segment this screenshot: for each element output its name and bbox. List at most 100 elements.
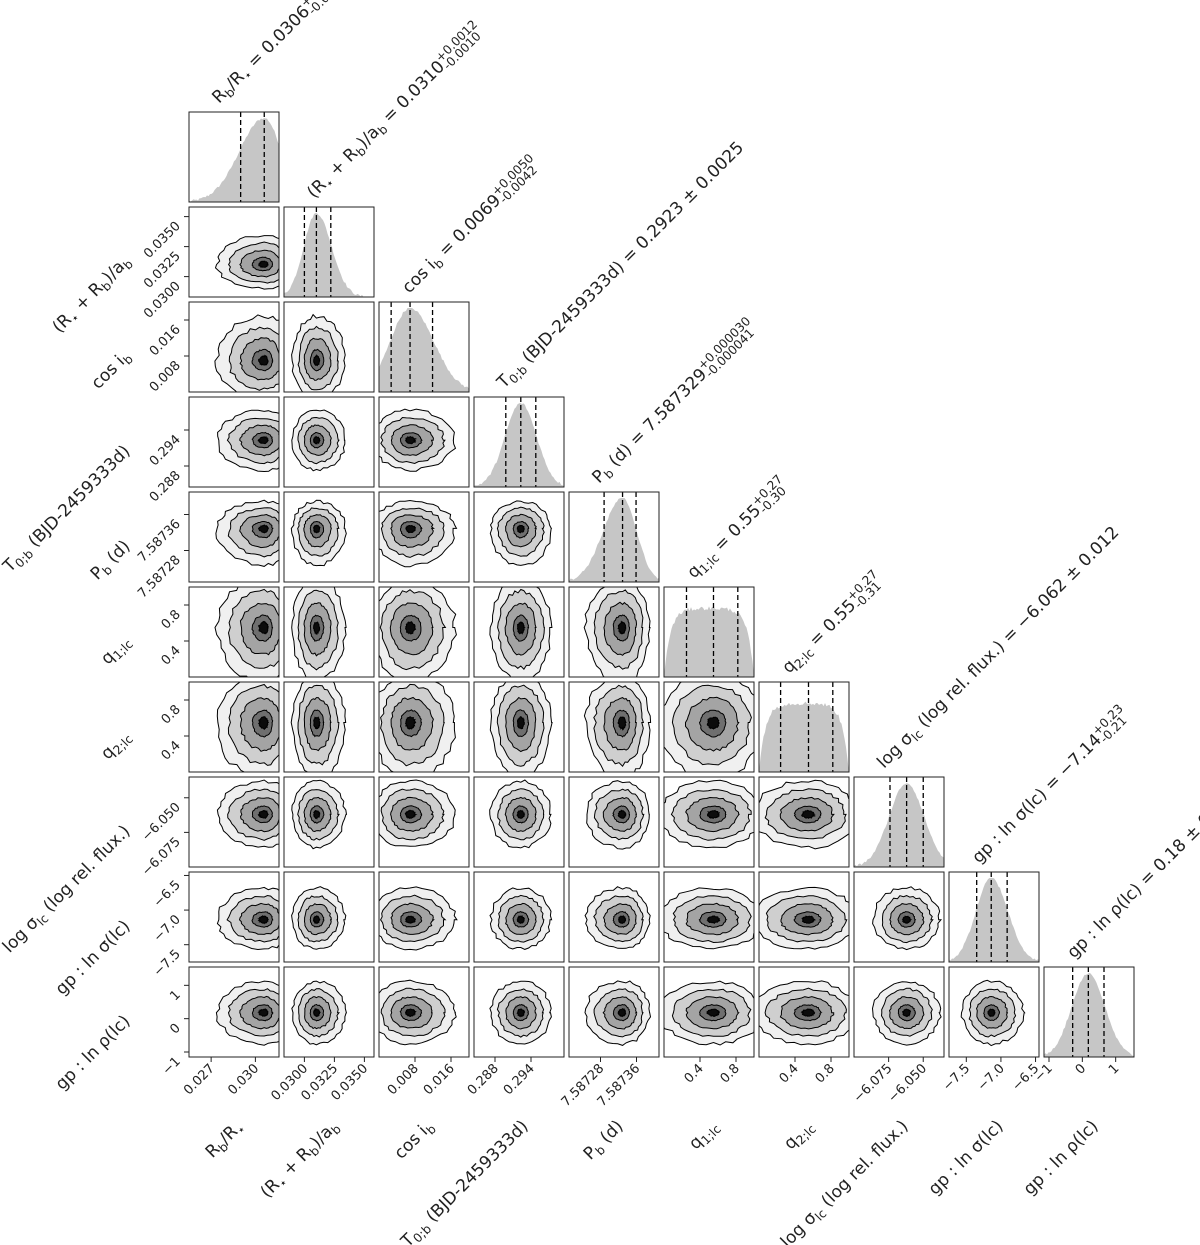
- contour-level-4: [405, 524, 417, 534]
- x-tick-label: 0.016: [421, 1061, 458, 1098]
- joint-panel-8-5: [663, 871, 755, 963]
- panel-frame: [948, 871, 1040, 963]
- marginal-title-4: Pb (d) = 7.587329+0.000030-0.000041: [586, 314, 761, 489]
- panel-frame: [378, 396, 470, 488]
- contour-level-4: [617, 716, 628, 732]
- contour-level-4: [404, 716, 417, 730]
- contour-level-4: [617, 620, 627, 635]
- panel-frame: [188, 776, 280, 868]
- joint-panel-4-0: [188, 491, 280, 583]
- marginal-panel-0: [188, 111, 280, 203]
- panel-frame: [473, 871, 565, 963]
- y-tick-label: 1: [167, 988, 183, 1004]
- joint-panel-5-1: [283, 586, 375, 678]
- x-tick-label: −7.5: [940, 1061, 973, 1094]
- marginal-title-5: q1;lc = 0.55+0.27-0.30: [681, 472, 793, 584]
- joint-panel-8-6: [758, 871, 850, 963]
- panel-frame: [378, 491, 470, 583]
- panel-frame: [378, 301, 470, 393]
- joint-panel-9-6: [758, 966, 850, 1058]
- contour-level-4: [312, 621, 321, 636]
- joint-panel-5-0: [188, 586, 280, 678]
- panel-frame: [568, 871, 660, 963]
- contour-level-4: [312, 915, 321, 924]
- joint-panel-7-5: [663, 776, 755, 868]
- panel-frame: [473, 586, 565, 678]
- panel-frame: [473, 966, 565, 1058]
- marginal-title-8: gp : ln σ(lc) = −7.14+0.23-0.21: [966, 702, 1133, 869]
- panel-frame: [283, 301, 375, 393]
- marginal-panel-2: [378, 301, 470, 393]
- panel-frame: [188, 871, 280, 963]
- contour-level-4: [706, 716, 720, 730]
- joint-panel-5-4: [568, 586, 660, 678]
- x-axis-label-8: gp : ln σ(lc): [925, 1116, 1008, 1199]
- histogram-6: [759, 701, 849, 772]
- marginal-panel-4: [568, 491, 660, 583]
- y-tick-label: 0.288: [147, 468, 184, 505]
- y-tick-label: −7.0: [151, 912, 184, 945]
- y-tick-label: 0.016: [147, 322, 184, 359]
- y-tick-label: −7.5: [151, 947, 184, 980]
- contour-level-4: [617, 809, 627, 820]
- contour-level-4: [516, 809, 526, 819]
- panel-frame: [283, 871, 375, 963]
- contour-level-4: [706, 1008, 721, 1017]
- contour-level-4: [313, 716, 321, 730]
- x-tick-label: −7.0: [975, 1061, 1008, 1094]
- contour-level-4: [405, 621, 417, 635]
- panel-frame: [568, 966, 660, 1058]
- panel-frame: [853, 871, 945, 963]
- joint-panel-3-1: [283, 396, 375, 488]
- panel-frame: [378, 966, 470, 1058]
- histogram-5: [664, 606, 754, 677]
- panel-frame: [853, 966, 945, 1058]
- panel-frame: [188, 681, 280, 773]
- marginal-title-0: Rb/R⋆ = 0.0306+0.0011-0.0016: [206, 0, 353, 109]
- panel-frame: [283, 681, 375, 773]
- panel-frame: [188, 206, 280, 298]
- joint-panel-7-1: [283, 776, 375, 868]
- joint-panel-5-3: [473, 586, 565, 678]
- joint-panel-2-1: [283, 301, 375, 393]
- y-axis-label-2: cos ib: [88, 346, 137, 395]
- joint-panel-3-0: [188, 396, 280, 488]
- contour-level-4: [312, 435, 321, 445]
- y-tick-label: −6.050: [139, 800, 184, 845]
- marginal-panel-5: [663, 586, 755, 678]
- panel-frame: [758, 681, 850, 773]
- joint-panel-6-0: [188, 681, 280, 773]
- contour-level-4: [404, 435, 417, 445]
- contour-level-4: [902, 1008, 912, 1018]
- contour-level-4: [516, 524, 526, 534]
- contour-level-4: [312, 809, 321, 820]
- x-tick-label: 0.4: [777, 1061, 802, 1086]
- contour-level-4: [801, 915, 817, 924]
- x-tick-label: 0.294: [501, 1061, 538, 1098]
- contour-level-4: [313, 1007, 322, 1018]
- contour-level-4: [257, 1008, 269, 1018]
- marginal-panel-7: [853, 776, 945, 868]
- x-tick-label: 0.030: [225, 1061, 262, 1098]
- panel-frame: [378, 871, 470, 963]
- joint-panel-5-2: [378, 586, 470, 678]
- y-axis-label-9: gp : ln ρ(lc): [52, 1011, 135, 1094]
- panel-frame: [283, 396, 375, 488]
- panel-frame: [188, 966, 280, 1058]
- joint-panel-8-4: [568, 871, 660, 963]
- panel-frame: [758, 776, 850, 868]
- histogram-3: [474, 403, 564, 487]
- panels-layer: [188, 111, 1135, 1058]
- joint-panel-6-4: [568, 681, 660, 773]
- panel-frame: [188, 301, 280, 393]
- contour-level-4: [617, 1008, 627, 1018]
- joint-panel-7-6: [758, 776, 850, 868]
- panel-frame: [948, 966, 1040, 1058]
- x-tick-label: 0.8: [813, 1061, 838, 1086]
- x-axis-label-0: Rb/R⋆: [202, 1116, 249, 1163]
- joint-panel-9-4: [568, 966, 660, 1058]
- joint-panel-6-1: [283, 681, 375, 773]
- contour-level-4: [312, 354, 321, 367]
- panel-frame: [378, 776, 470, 868]
- y-tick-label: −1: [160, 1054, 184, 1078]
